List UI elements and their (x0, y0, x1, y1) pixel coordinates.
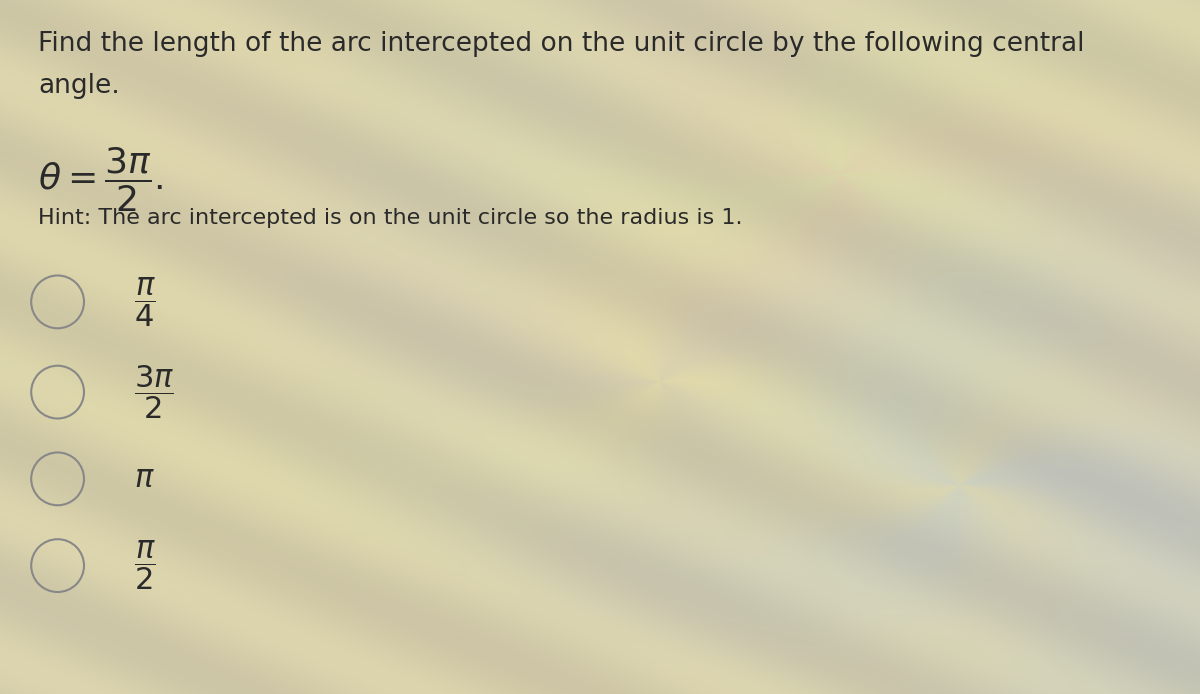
Text: Find the length of the arc intercepted on the unit circle by the following centr: Find the length of the arc intercepted o… (38, 31, 1085, 57)
Text: Hint: The arc intercepted is on the unit circle so the radius is 1.: Hint: The arc intercepted is on the unit… (38, 208, 743, 228)
Text: $\dfrac{\pi}{4}$: $\dfrac{\pi}{4}$ (134, 275, 156, 329)
Text: angle.: angle. (38, 73, 120, 99)
Text: $\pi$: $\pi$ (134, 464, 155, 493)
Text: $\dfrac{\pi}{2}$: $\dfrac{\pi}{2}$ (134, 539, 156, 593)
Text: $\dfrac{3\pi}{2}$: $\dfrac{3\pi}{2}$ (134, 364, 174, 421)
Text: $\theta = \dfrac{3\pi}{2}.$: $\theta = \dfrac{3\pi}{2}.$ (38, 146, 163, 214)
